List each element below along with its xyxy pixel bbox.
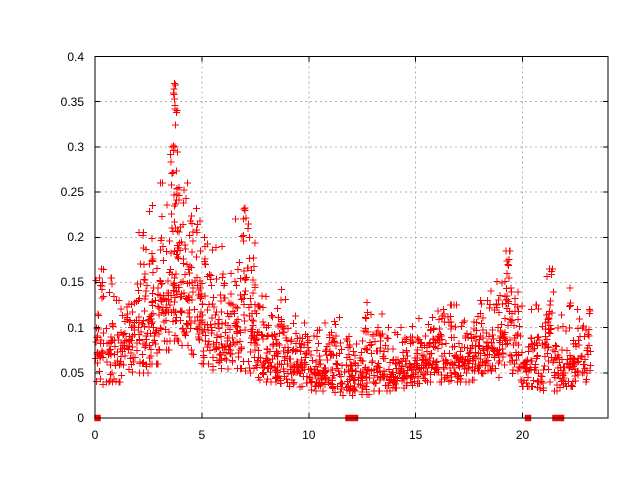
x-tick-label: 15 <box>408 428 423 442</box>
y-tick-label: 0.3 <box>67 139 84 154</box>
y-tick-label: 0.15 <box>60 275 84 290</box>
x-tick-label: 5 <box>198 428 206 442</box>
y-tick-label: 0.2 <box>67 230 84 245</box>
axis-ticks <box>94 56 608 419</box>
y-tick-label: 0.4 <box>67 49 84 64</box>
y-tick-label: 0.35 <box>60 94 84 109</box>
y-tick-label: 0.05 <box>60 365 84 380</box>
x-tick-label: 20 <box>515 428 530 442</box>
y-tick-label: 0.1 <box>67 320 84 335</box>
y-tick-label: 0.25 <box>60 185 84 200</box>
scatter-points <box>92 80 594 399</box>
x-tick-label: 10 <box>302 428 316 442</box>
x-tick-label: 0 <box>91 428 99 442</box>
y-tick-label: 0 <box>77 411 84 425</box>
